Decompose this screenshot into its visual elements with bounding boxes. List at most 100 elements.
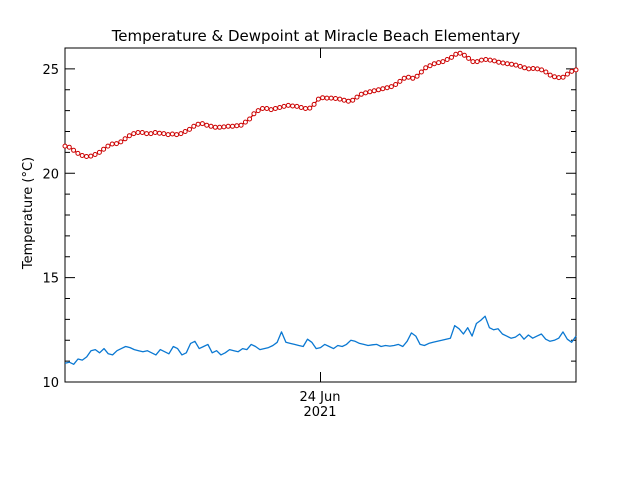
temperature-point (238, 122, 244, 128)
temperature-point (474, 59, 480, 65)
temperature-point (483, 57, 489, 62)
temperature-point (204, 122, 210, 128)
temperature-point (122, 136, 128, 142)
temperature-point (272, 106, 278, 111)
temperature-point (337, 96, 343, 102)
temperature-point (105, 143, 111, 149)
temperature-point (436, 60, 442, 66)
temperature-point (371, 88, 377, 94)
temperature-point (178, 131, 184, 137)
temperature-point (208, 123, 214, 129)
temperature-point (393, 82, 399, 87)
temperature-point (242, 119, 248, 125)
series-layer (62, 50, 579, 365)
temperature-point (195, 121, 201, 127)
temperature-point (534, 66, 540, 72)
temperature-point (187, 126, 192, 132)
temperature-point (341, 97, 347, 103)
temperature-point (139, 130, 145, 135)
temperature-point (376, 87, 381, 93)
temperature-point (397, 78, 403, 84)
temperature-point (165, 132, 171, 138)
temperature-point (500, 60, 506, 66)
temperature-point (75, 150, 81, 156)
temperature-point (281, 103, 287, 109)
temperature-point (96, 149, 102, 155)
temperature-point (504, 61, 510, 67)
temperature-point (118, 139, 124, 145)
temperature-point (225, 123, 231, 129)
temperature-point (401, 75, 407, 81)
temperature-point (461, 52, 467, 58)
temperature-point (406, 74, 411, 80)
temperature-point (491, 58, 497, 64)
temperature-point (431, 61, 437, 67)
temperature-point (71, 147, 77, 153)
temperature-point (479, 57, 484, 63)
temperature-point (487, 57, 493, 63)
temperature-point (440, 59, 446, 65)
temperature-point (212, 124, 218, 130)
temperature-point (298, 105, 304, 110)
temperature-point (333, 96, 338, 101)
y-tick-label: 15 (42, 272, 59, 287)
temperature-point (414, 73, 420, 79)
temperature-point (260, 106, 265, 111)
temperature-point (169, 131, 175, 137)
temperature-point (354, 94, 360, 100)
temperature-point (543, 69, 549, 75)
temperature-point (418, 69, 424, 75)
temperature-point (466, 55, 472, 61)
y-tick-label: 25 (42, 63, 59, 78)
temperature-point (556, 75, 562, 81)
temperature-point (62, 143, 68, 149)
chart-title: Temperature & Dewpoint at Miracle Beach … (111, 27, 521, 45)
temperature-point (427, 63, 433, 69)
temperature-point (290, 103, 296, 109)
temperature-point (569, 68, 575, 74)
x-tick-label-date: 24 Jun (300, 390, 341, 405)
temperature-point (453, 51, 459, 57)
temperature-point (517, 63, 523, 69)
temperature-point (247, 116, 253, 122)
temperature-point (307, 105, 313, 111)
temperature-point (328, 95, 334, 101)
temperature-point (444, 57, 450, 62)
temperature-point (350, 97, 356, 103)
temperature-point (255, 108, 261, 114)
temperature-point (66, 144, 72, 150)
temperature-point (148, 131, 154, 137)
temperature-point (126, 133, 132, 139)
axes: 10 15 20 25 (42, 47, 577, 391)
temperature-point (174, 132, 180, 138)
temperature-point (423, 65, 429, 71)
temperature-point (367, 89, 373, 95)
temperature-point (135, 130, 141, 135)
temperature-point (530, 66, 536, 71)
temperature-point (560, 74, 566, 80)
dewpoint-line (64, 315, 577, 365)
temperature-point (449, 54, 454, 60)
temperature-point (526, 66, 532, 72)
temperature-point (157, 130, 162, 136)
temperature-point (509, 61, 515, 67)
y-tick-label: 20 (42, 167, 59, 182)
temperature-point (79, 153, 85, 158)
temperature-point (144, 131, 150, 137)
temperature-point (217, 124, 223, 130)
temperature-point (315, 96, 321, 102)
temperature-point (114, 141, 119, 147)
temperature-point (573, 67, 579, 73)
temperature-point (230, 123, 235, 129)
temperature-point (84, 154, 89, 159)
temperature-point (470, 59, 476, 65)
temperature-point (384, 85, 390, 91)
temperature-point (161, 131, 167, 137)
temperature-point (324, 95, 330, 101)
temperature-point (457, 50, 463, 56)
temperature-point (277, 105, 283, 110)
temperature-point (513, 62, 519, 68)
temperature-point (294, 103, 300, 109)
temperature-point (410, 75, 416, 81)
